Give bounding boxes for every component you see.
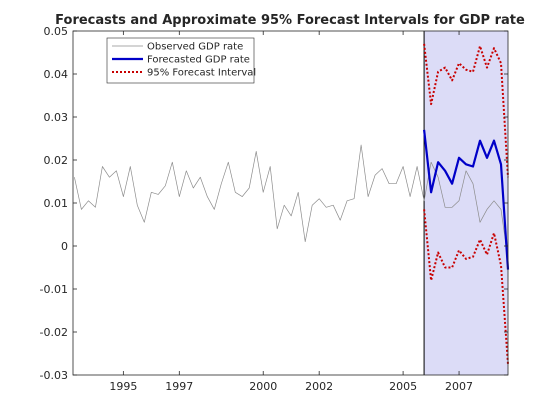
y-tick-label: -0.02: [40, 326, 68, 339]
legend: Observed GDP rate Forecasted GDP rate 95% …: [106, 37, 256, 84]
legend-box: [106, 37, 255, 84]
y-tick-label: 0.01: [44, 197, 69, 210]
x-tick-label: 2002: [305, 380, 333, 393]
y-tick-label: -0.03: [40, 369, 68, 382]
series-line-2: [423, 43, 509, 178]
series-line-1: [423, 129, 510, 270]
y-tick-label: 0.02: [44, 154, 69, 167]
x-tick-label: 2000: [249, 380, 277, 393]
forecast-region: [424, 31, 508, 375]
axes: -0.03 -0.02 -0.01 0 0.01 0.02 0.03 0.04 0.05 1995…: [40, 25, 509, 393]
series-line-3: [423, 209, 509, 365]
y-tick-label: -0.01: [40, 283, 68, 296]
y-tick-label: 0.04: [44, 68, 69, 81]
x-tick-label: 1997: [165, 380, 193, 393]
legend-label-0: Observed GDP rate: [147, 42, 243, 53]
y-tick-label: 0.03: [44, 111, 69, 124]
plot-area: [74, 31, 510, 375]
y-tick-label: 0: [61, 240, 68, 253]
legend-label-1: Forecasted GDP rate: [147, 55, 250, 66]
legend-label-2: 95% Forecast Interval: [147, 68, 256, 79]
x-tick-label: 2007: [445, 380, 473, 393]
x-tick-label: 2005: [389, 380, 417, 393]
y-tick-label: 0.05: [44, 25, 69, 38]
x-tick-label: 1995: [109, 380, 137, 393]
chart-title: Forecasts and Approximate 95% Forecast I…: [55, 13, 525, 28]
